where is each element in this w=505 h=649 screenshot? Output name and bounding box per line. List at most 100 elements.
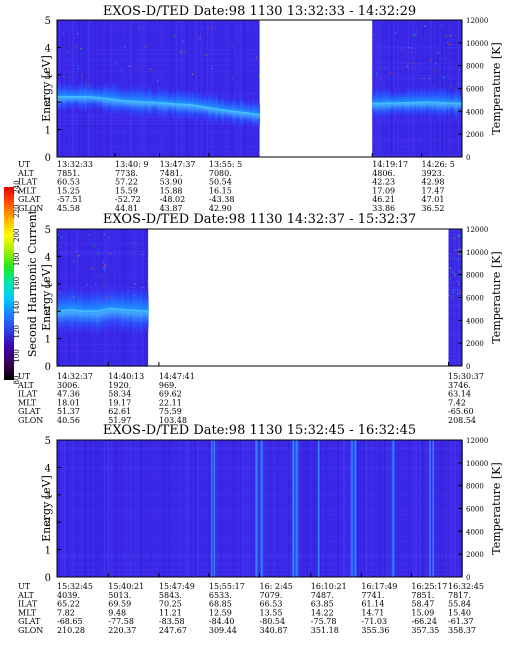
speckle	[450, 282, 452, 284]
orbit-value: 15:30:37	[448, 372, 484, 381]
speckle	[450, 43, 452, 45]
orbit-value: 62.61	[108, 407, 131, 416]
orbit-value: 33.86	[372, 204, 395, 213]
orbit-value: 13:32:33	[57, 160, 93, 169]
speckle	[411, 47, 413, 49]
orbit-value: 16.15	[209, 186, 232, 195]
texture-stripe	[288, 440, 290, 577]
streak-core	[211, 440, 213, 577]
texture-stripe	[423, 440, 425, 577]
orbit-value: 13:55: 5	[209, 160, 242, 169]
orbit-value: 15:47:49	[159, 582, 195, 591]
speckle	[458, 248, 460, 250]
texture-line	[57, 363, 149, 365]
orbit-value: 5013.	[108, 591, 131, 600]
speckle	[441, 25, 443, 27]
orbit-value: 22.11	[159, 398, 182, 407]
colorbar-tick-label: 200	[13, 229, 21, 242]
speckle	[88, 234, 90, 236]
colorbar-tick-label: 80	[13, 376, 21, 385]
orbit-row-label: ILAT	[18, 390, 38, 399]
band-core	[225, 109, 260, 116]
band-core	[428, 101, 463, 105]
texture-stripe	[421, 440, 423, 577]
y2-tick-label: 2000	[466, 551, 484, 559]
texture-stripe	[303, 440, 305, 577]
speckle	[390, 72, 392, 74]
y-axis-label: Energy [eV]	[40, 55, 53, 122]
orbit-row-label: UT	[18, 372, 31, 381]
orbit-value: 14:26: 5	[422, 160, 455, 169]
orbit-value: 45.58	[57, 204, 80, 213]
speckle	[108, 236, 110, 238]
texture-stripe	[200, 20, 202, 157]
orbit-row-label: MLT	[18, 186, 37, 195]
y2-tick-label: 0	[466, 154, 470, 162]
texture-stripe	[168, 440, 170, 577]
texture-stripe	[237, 20, 239, 157]
speckle	[103, 265, 105, 267]
texture-stripe	[357, 440, 359, 577]
speckle	[430, 60, 432, 62]
orbit-value: 69.62	[159, 390, 182, 399]
texture-stripe	[150, 440, 152, 577]
speckle	[394, 32, 396, 34]
orbit-value: 5843.	[159, 591, 182, 600]
speckle	[146, 258, 148, 260]
texture-stripe	[141, 440, 143, 577]
texture-stripe	[64, 440, 66, 577]
texture-stripe	[287, 440, 289, 577]
speckle	[63, 77, 65, 79]
speckle	[146, 279, 148, 281]
orbit-value: 61.14	[361, 600, 384, 609]
texture-stripe	[90, 440, 92, 577]
speckle	[424, 25, 426, 27]
y-tick-label: 4	[45, 463, 51, 474]
speckle	[458, 253, 460, 255]
texture-stripe	[390, 20, 392, 157]
speckle	[102, 262, 104, 264]
streak-core	[296, 440, 298, 577]
orbit-value: -71.03	[361, 617, 387, 626]
texture-stripe	[285, 440, 287, 577]
texture-stripe	[315, 440, 317, 577]
texture-stripe	[313, 440, 315, 577]
speckle	[191, 73, 193, 75]
speckle	[428, 78, 430, 80]
colorbar-tick-label: 140	[13, 301, 21, 314]
texture-stripe	[179, 440, 181, 577]
orbit-value: -83.58	[159, 617, 185, 626]
speckle	[75, 46, 77, 48]
orbit-value: 17.47	[422, 186, 445, 195]
texture-stripe	[187, 20, 189, 157]
orbit-value: 16: 2:45	[260, 582, 293, 591]
speckle	[104, 270, 106, 272]
speckle	[379, 68, 381, 70]
orbit-value: -52.72	[115, 195, 141, 204]
orbit-value: 7481.	[160, 169, 183, 178]
texture-stripe	[443, 440, 445, 577]
texture-stripe	[386, 440, 388, 577]
speckle	[445, 57, 447, 59]
speckle	[124, 46, 126, 48]
speckle	[95, 283, 97, 285]
colorbar-tick-label: 160	[13, 277, 21, 290]
texture-stripe	[213, 440, 215, 577]
speckle	[445, 35, 447, 37]
texture-stripe	[207, 20, 209, 157]
texture-stripe	[253, 440, 255, 577]
texture-stripe	[245, 440, 247, 577]
texture-stripe	[196, 20, 198, 157]
orbit-value: 18.01	[57, 398, 80, 407]
y-tick-label: 2	[45, 307, 51, 318]
orbit-value: -84.40	[209, 617, 235, 626]
texture-stripe	[61, 440, 63, 577]
orbit-value: 16:32:45	[448, 582, 484, 591]
y2-tick-label: 6000	[466, 506, 484, 514]
speckle	[78, 255, 80, 257]
speckle	[450, 267, 452, 269]
orbit-value: 12.59	[209, 608, 232, 617]
panel-3: EXOS-D/TED Date:98 1130 15:32:45 - 16:32…	[17, 423, 503, 635]
y-tick-label: 2	[45, 518, 51, 529]
texture-line	[448, 333, 462, 335]
